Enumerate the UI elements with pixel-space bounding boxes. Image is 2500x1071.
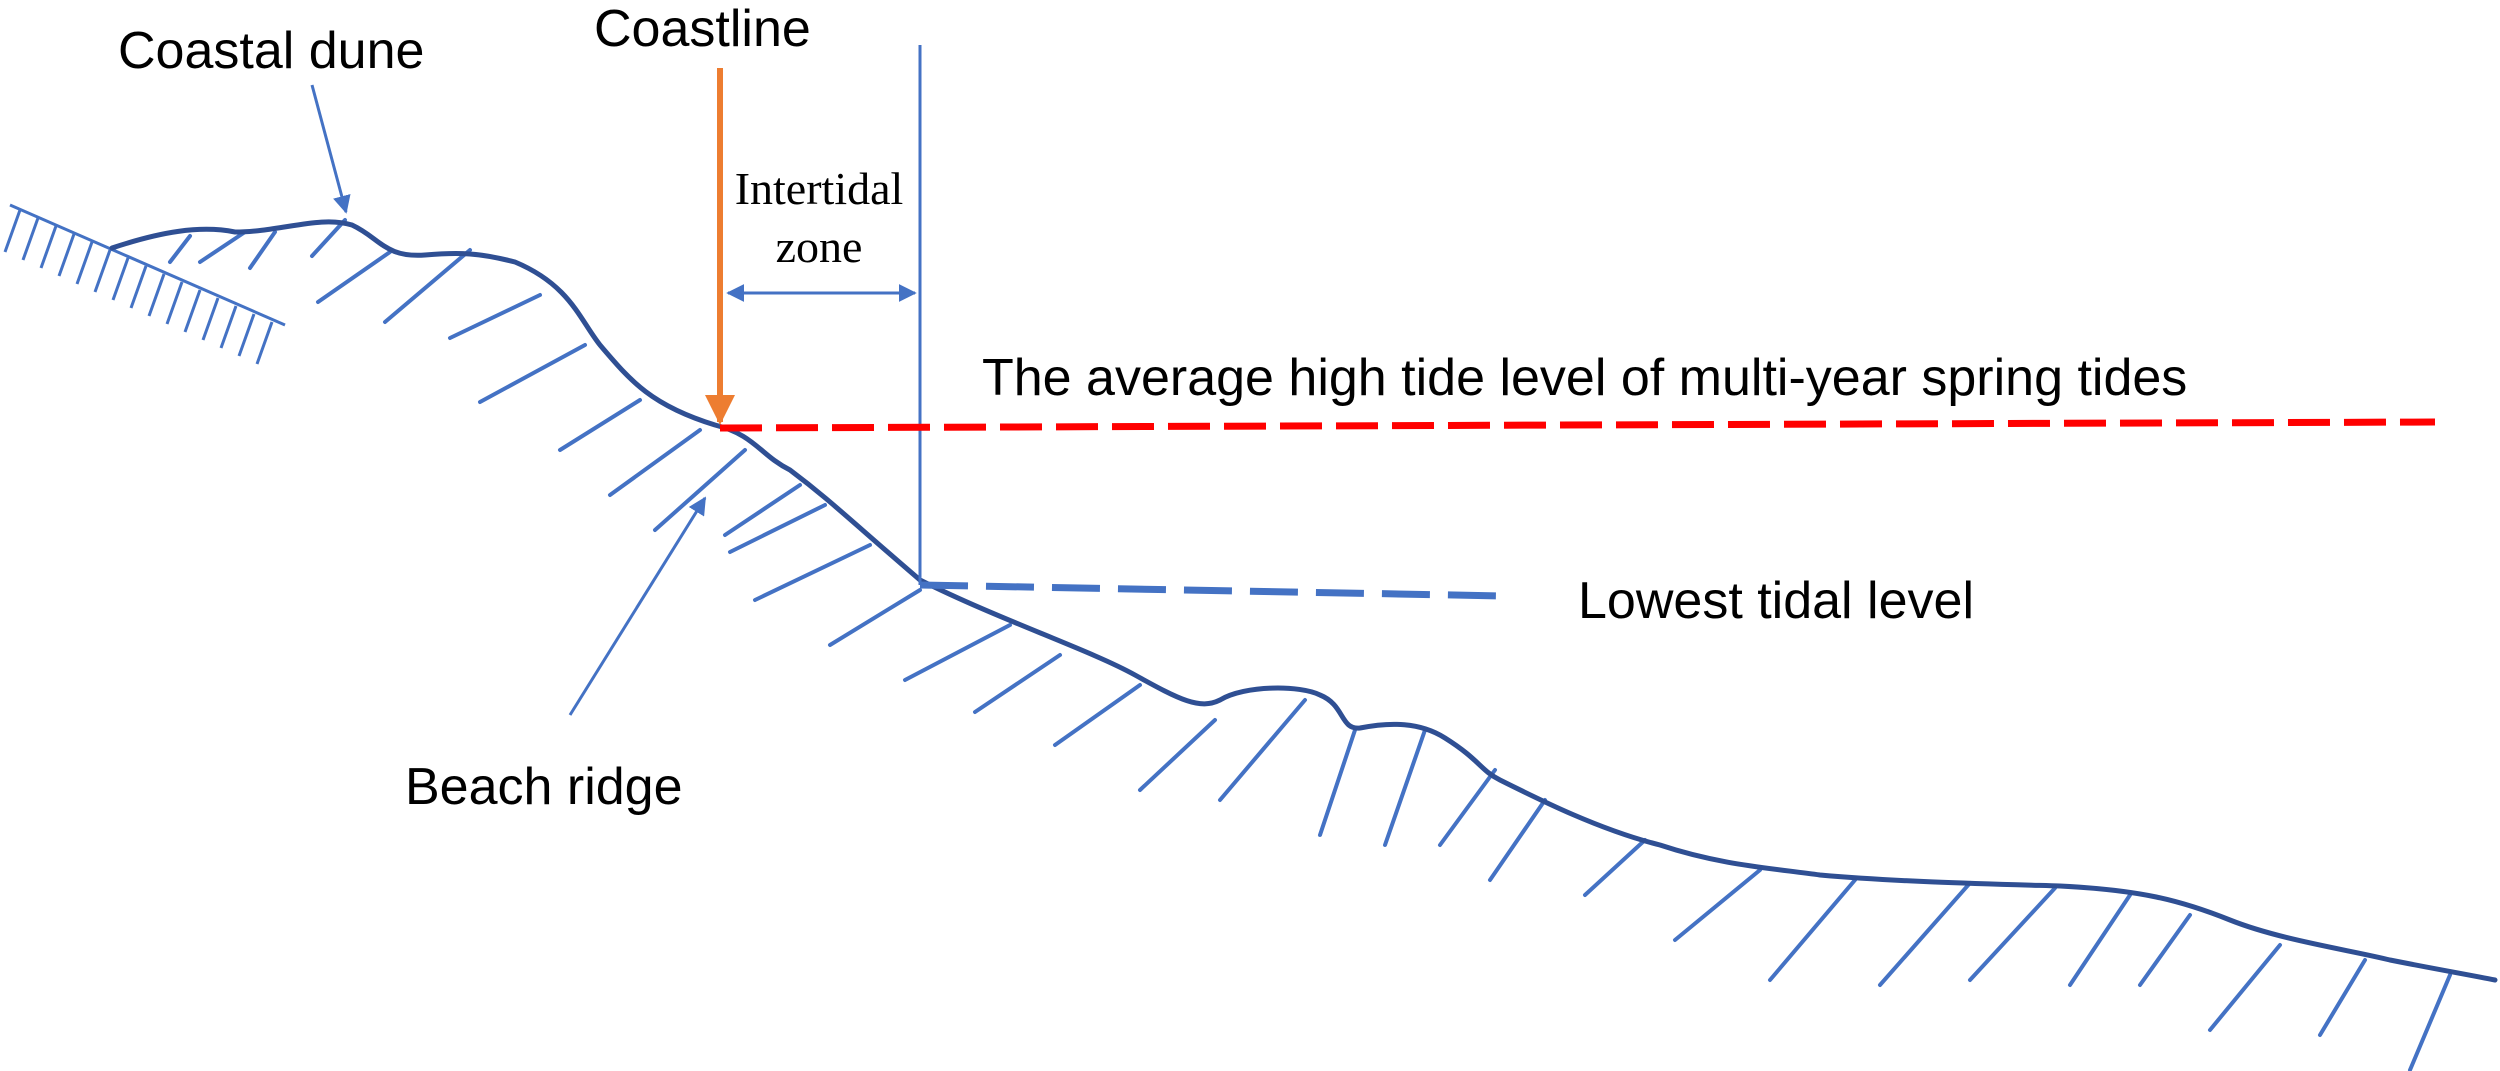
beach-ridge-pointer: [568, 496, 707, 716]
intertidal-zone-label-line1: Intertidal: [735, 163, 904, 214]
high-tide-level-label: The average high tide level of multi-yea…: [982, 349, 2187, 407]
coastal-dune-pointer: [310, 84, 351, 214]
lowest-tidal-level-label: Lowest tidal level: [1578, 572, 1974, 630]
intertidal-zone-label-line2: zone: [776, 221, 863, 272]
high-tide-level-line: [719, 418, 2436, 432]
ground-profile-line: [109, 219, 2498, 983]
beach-ridge-label: Beach ridge: [405, 758, 683, 816]
coastal-dune-label: Coastal dune: [118, 22, 424, 80]
profile-hatching: [168, 218, 2452, 1071]
coastline-label: Coastline: [594, 0, 811, 58]
lowest-tidal-level-line: [919, 581, 1506, 600]
inland-hatching: [3, 203, 286, 365]
